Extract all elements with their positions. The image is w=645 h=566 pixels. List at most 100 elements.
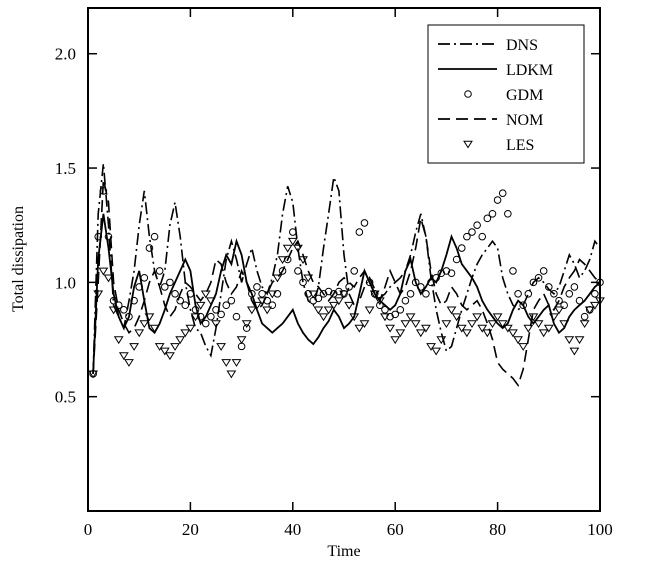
point-les	[216, 343, 227, 351]
point-les	[226, 370, 237, 379]
point-gdm	[360, 219, 369, 227]
point-gdm	[463, 232, 471, 241]
point-gdm	[299, 278, 307, 287]
point-les	[533, 320, 544, 329]
point-les	[328, 301, 339, 310]
point-les	[589, 301, 600, 310]
point-les	[293, 244, 303, 253]
point-gdm	[555, 296, 563, 305]
point-les	[257, 297, 267, 306]
point-gdm	[488, 209, 497, 218]
point-gdm	[324, 287, 333, 296]
point-les	[477, 324, 488, 333]
point-les	[502, 324, 513, 333]
series-nom	[92, 179, 601, 388]
point-gdm	[237, 342, 246, 351]
point-gdm	[396, 306, 405, 314]
legend: DNS LDKM GDM NOM LES	[427, 24, 585, 164]
line-nom	[92, 179, 601, 388]
point-gdm	[457, 244, 466, 252]
point-les	[456, 324, 467, 333]
point-gdm	[478, 232, 487, 241]
point-les	[369, 290, 380, 299]
point-gdm	[514, 289, 522, 298]
point-les	[564, 336, 575, 345]
point-gdm	[217, 310, 225, 319]
point-les	[236, 336, 247, 345]
point-les	[144, 313, 155, 322]
point-gdm	[422, 289, 430, 298]
y-tick-label: 0.5	[55, 388, 76, 407]
point-gdm	[253, 283, 261, 291]
point-les	[246, 306, 257, 315]
x-tick-label: 80	[489, 520, 506, 539]
point-gdm	[591, 289, 599, 298]
y-tick-label: 1.0	[55, 273, 76, 292]
point-gdm	[191, 306, 200, 314]
point-les	[134, 329, 145, 338]
x-tick-label: 100	[587, 520, 613, 539]
point-les	[513, 336, 523, 345]
x-axis-title: Time	[327, 543, 360, 560]
y-axis-ticks: 0.5 1.0 1.5 2.0	[55, 45, 600, 407]
point-gdm	[391, 310, 400, 319]
point-les	[277, 256, 288, 265]
point-gdm	[406, 289, 415, 298]
point-les	[446, 306, 457, 315]
point-gdm	[150, 232, 159, 241]
point-les	[349, 313, 360, 322]
plot-frame	[87, 7, 601, 512]
point-les	[108, 306, 119, 315]
point-gdm	[519, 301, 528, 310]
point-les	[205, 297, 216, 306]
point-gdm	[201, 319, 210, 328]
point-les	[405, 313, 416, 322]
point-gdm	[580, 312, 589, 321]
point-gdm	[212, 306, 220, 314]
point-les	[441, 320, 452, 329]
point-les	[267, 290, 278, 299]
point-les	[159, 347, 170, 356]
legend-label-ldkm: LDKM	[506, 62, 553, 79]
point-gdm	[232, 312, 241, 321]
point-gdm	[534, 273, 543, 282]
point-gdm	[140, 273, 149, 282]
point-les	[390, 336, 401, 345]
point-les	[421, 324, 431, 333]
point-les	[149, 324, 160, 333]
point-les	[298, 256, 308, 265]
point-les	[451, 313, 462, 322]
point-les	[113, 336, 124, 345]
point-gdm	[145, 244, 154, 252]
y-tick-label: 1.5	[55, 159, 76, 178]
point-gdm	[381, 306, 389, 314]
point-les	[554, 306, 564, 315]
point-les	[549, 313, 559, 322]
point-gdm	[314, 294, 323, 303]
point-gdm	[565, 289, 574, 298]
point-gdm	[468, 228, 476, 236]
point-gdm	[278, 267, 287, 275]
point-les	[431, 347, 442, 356]
legend-items: DNS LDKM GDM NOM LES	[438, 37, 553, 154]
point-les	[472, 313, 483, 322]
point-gdm	[125, 312, 133, 321]
point-les	[436, 336, 447, 345]
point-gdm	[329, 289, 338, 298]
legend-marker-gdm	[464, 90, 472, 98]
legend-label-nom: NOM	[506, 112, 543, 129]
point-les	[543, 324, 554, 333]
point-gdm	[166, 278, 174, 287]
point-les	[282, 244, 293, 253]
point-les	[323, 306, 334, 315]
legend-marker-les	[463, 140, 473, 149]
point-les	[211, 320, 221, 329]
point-les	[103, 274, 114, 283]
point-gdm	[529, 278, 538, 287]
point-les	[88, 370, 99, 379]
point-gdm	[135, 283, 143, 291]
point-les	[124, 359, 134, 367]
point-gdm	[176, 296, 184, 305]
point-gdm	[473, 221, 481, 230]
